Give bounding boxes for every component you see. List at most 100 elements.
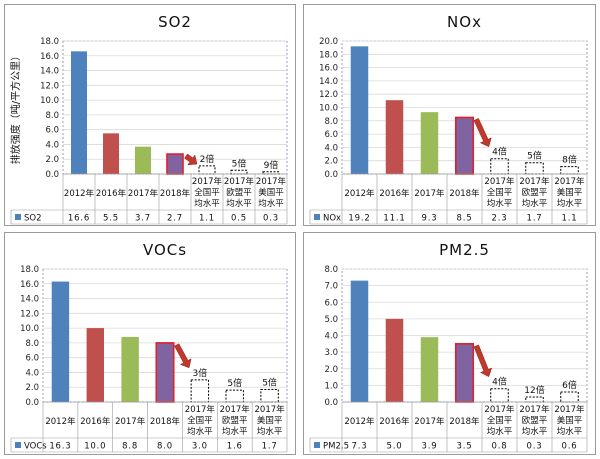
y-tick-label: 6.0: [25, 354, 39, 364]
value-label: 1.1: [562, 214, 578, 224]
multiple-label: 5倍: [232, 157, 247, 169]
multiple-label: 4倍: [492, 376, 507, 388]
bar-benchmark: [198, 165, 216, 175]
category-label: 均水平: [194, 198, 220, 209]
category-label: 2017年: [224, 176, 255, 187]
category-label: 美国平: [258, 187, 284, 198]
bar-benchmark: [560, 166, 579, 175]
legend-label: PM2.5: [323, 442, 349, 452]
value-label: 16.6: [68, 214, 90, 224]
chart-svg-nox: NOx 0.0 2.0 4.0 6.0 8.0 10.0 12.0 14.0 16.0 18.0 20…: [309, 13, 588, 225]
category-label: 欧盟平: [522, 415, 548, 426]
category-label: 2016年: [379, 188, 410, 199]
value-label: 0.3: [263, 214, 279, 224]
bar: [350, 280, 369, 402]
y-tick-label: 16.0: [319, 64, 338, 74]
y-tick-label: 2.0: [25, 383, 39, 393]
bar-benchmark: [230, 169, 248, 175]
y-tick-label: 2.0: [324, 365, 338, 375]
value-label: 2.7: [167, 214, 183, 224]
y-tick-label: 10.0: [40, 96, 59, 106]
y-tick-label: 16.0: [20, 280, 39, 290]
bar: [454, 116, 475, 175]
y-tick-label: 8.0: [324, 265, 338, 275]
value-label: 1.7: [262, 442, 278, 452]
multiple-label: 5倍: [527, 150, 542, 162]
y-tick-label: 12.0: [40, 81, 59, 91]
bar-benchmark: [525, 396, 544, 403]
category-label: 2017年: [484, 176, 515, 187]
bar-benchmark: [260, 388, 279, 403]
value-label: 0.3: [527, 442, 543, 452]
y-tick-label: 10.0: [20, 324, 39, 334]
bar: [385, 100, 404, 174]
category-label: 2017年: [192, 176, 223, 187]
category-label: 美国平: [557, 415, 583, 426]
chart-panel-nox: NOx 0.0 2.0 4.0 6.0 8.0 10.0 12.0 14.0 16.0 18.0 20…: [303, 4, 596, 226]
category-label: 全国平: [194, 187, 220, 198]
multiple-label: 5倍: [227, 377, 242, 389]
value-label: 7.3: [352, 442, 368, 452]
legend-swatch: [314, 442, 320, 448]
bar: [385, 318, 404, 402]
y-tick-label: 8.0: [45, 111, 59, 121]
category-label: 2018年: [449, 416, 480, 427]
y-tick-label: 8.0: [324, 117, 338, 127]
y-tick-label: 6.0: [324, 298, 338, 308]
category-label: 2017年: [484, 404, 515, 415]
y-tick-label: 14.0: [20, 295, 39, 305]
y-axis-label: 排放强度（吨/平方公里）: [9, 51, 22, 164]
chart-panel-so2: SO2 0.0 2.0 4.0 6.0 8.0 10.0 12.0 14.0 16.0 18.0 排放…: [4, 4, 296, 226]
y-tick-label: 2.0: [45, 155, 59, 165]
value-label: 8.5: [457, 214, 473, 224]
multiple-label: 9倍: [264, 159, 279, 171]
y-tick-label: 6.0: [45, 126, 59, 136]
y-tick-label: 14.0: [40, 67, 59, 77]
category-label: 全国平: [487, 415, 513, 426]
y-tick-label: 4.0: [324, 332, 338, 342]
category-label: 均水平: [258, 198, 284, 209]
category-label: 2017年: [256, 176, 287, 187]
category-label: 2012年: [344, 188, 375, 199]
y-tick-label: 12.0: [20, 309, 39, 319]
category-label: 2016年: [80, 416, 111, 427]
y-tick-label: 18.0: [319, 50, 338, 60]
category-label: 2017年: [220, 404, 251, 415]
chart-title: PM2.5: [439, 241, 490, 259]
bar: [166, 153, 184, 175]
y-tick-label: 10.0: [319, 104, 338, 114]
bar: [420, 337, 439, 402]
category-label: 2018年: [160, 188, 191, 199]
category-label: 均水平: [557, 198, 583, 209]
y-tick-label: 3.0: [324, 348, 338, 358]
value-label: 0.5: [231, 214, 247, 224]
category-label: 均水平: [487, 426, 513, 437]
category-label: 均水平: [522, 198, 548, 209]
value-label: 11.1: [383, 214, 405, 224]
y-tick-label: 16.0: [40, 52, 59, 62]
y-tick-label: 8.0: [25, 339, 39, 349]
category-label: 均水平: [487, 198, 513, 209]
category-label: 均水平: [522, 426, 548, 437]
y-tick-label: 0.0: [25, 398, 39, 408]
y-tick-label: 12.0: [319, 90, 338, 100]
y-tick-label: 14.0: [319, 77, 338, 87]
legend-label: SO2: [24, 214, 42, 224]
category-label: 2017年: [414, 416, 445, 427]
legend-swatch: [15, 214, 21, 220]
multiple-label: 8倍: [562, 154, 577, 166]
multiple-label: 6倍: [562, 379, 577, 391]
y-tick-label: 18.0: [20, 265, 39, 275]
chart-svg-vocs: VOCs 0.0 2.0 4.0 6.0 8.0 10.0 12.0 14.0 16.0 18.0 3…: [10, 241, 288, 453]
legend-label: VOCs: [24, 442, 47, 452]
category-label: 美国平: [257, 415, 283, 426]
y-tick-label: 4.0: [25, 368, 39, 378]
arrow-marker: [473, 344, 493, 378]
value-label: 1.7: [527, 214, 543, 224]
y-tick-label: 5.0: [324, 315, 338, 325]
bar-benchmark: [525, 162, 544, 175]
y-tick-label: 1.0: [324, 381, 338, 391]
multiple-label: 4倍: [492, 146, 507, 158]
value-label: 1.1: [199, 214, 215, 224]
value-label: 0.8: [492, 442, 508, 452]
